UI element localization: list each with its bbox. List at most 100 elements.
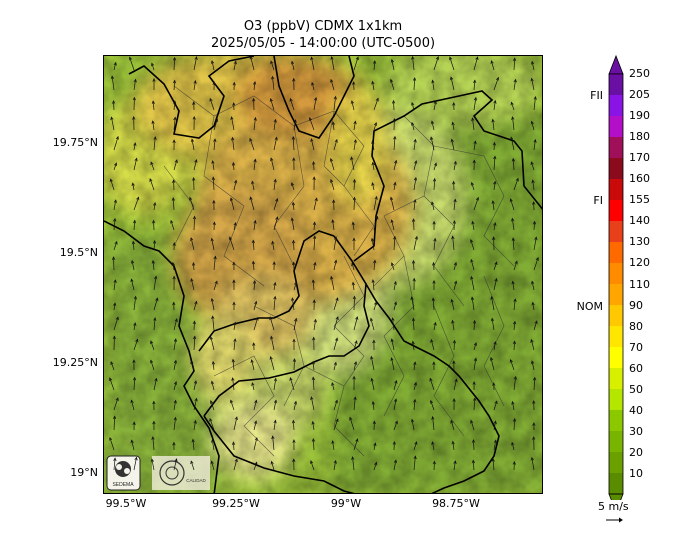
wind-vector [192,439,195,451]
wind-vector-head [133,78,137,83]
wind-vector [373,443,376,451]
wind-vector [432,298,435,311]
wind-vector-head [136,196,140,201]
wind-vector-head [290,182,295,186]
wind-vector-head [128,56,132,61]
wind-vector-head [535,256,539,261]
wind-vector-head [451,319,455,324]
colorbar-tick-label: 30 [629,424,643,438]
wind-vector [450,420,455,431]
wind-vector-head [515,177,519,182]
wind-vector [492,458,495,471]
wind-vector-head [173,381,178,385]
wind-vector-head [530,77,534,82]
colorbar-swatch [609,137,623,158]
wind-vector-head [233,321,237,326]
wind-vector [113,100,115,111]
wind-vector-head [333,95,337,100]
ozone-map: SEDEMA CALIDAD [103,55,543,494]
wind-vector [491,60,495,71]
colorbar-swatch [609,242,623,263]
wind-vector [393,136,396,151]
wind-vector [333,362,337,371]
colorbar-tick-label: 70 [629,340,643,354]
wind-vector-head [172,275,176,280]
wind-vector [153,202,156,211]
wind-vector [370,356,375,371]
wind-vector-head [411,121,415,126]
wind-vector-head [293,119,297,123]
wind-vector-head [413,361,417,366]
wind-vector-head [351,262,355,267]
wind-vector-head [232,301,236,306]
wind-vector-head [190,237,194,241]
wind-vector-head [133,322,137,326]
wind-vector-head [153,136,157,140]
wind-vector-head [431,297,435,302]
wind-vector [352,456,355,471]
wind-vector-head [433,162,437,167]
wind-vector [390,79,395,91]
wind-vector-head [289,97,293,102]
wind-vector-head [194,159,198,163]
wind-vector [273,400,277,411]
wind-vector-head [530,338,534,343]
colorbar-swatch [609,200,623,221]
colorbar-extend-max [608,54,624,75]
wind-vector-head [411,340,415,345]
wind-vector-head [172,139,176,143]
wind-vector-head [514,260,518,265]
colorbar-tick-label: 20 [629,445,643,459]
colorbar-tick-label: 90 [629,298,643,312]
wind-vector [473,56,478,71]
wind-vector-head [229,399,234,404]
wind-vector [391,262,395,271]
colorbar-swatch [609,389,623,410]
ozone-map-canvas: SEDEMA CALIDAD [104,56,542,493]
wind-vector-head [254,399,258,404]
wind-vector-head [232,261,236,266]
lat-tick-label: 19.25°N [52,356,98,369]
wind-vector-head [493,340,497,345]
wind-vector-head [509,358,513,363]
wind-vector [190,278,195,291]
wind-vector [152,436,155,451]
wind-vector [211,60,215,71]
wind-vector [153,298,158,311]
wind-vector-head [154,275,158,280]
wind-vector-head [114,240,118,245]
wind-vector [411,296,415,311]
wind-vector-head [449,76,454,81]
wind-vector-head [473,140,477,145]
wind-vector-head [292,439,296,443]
wind-vector-head [311,376,316,381]
wind-vector [453,460,456,471]
wind-vector-head [174,159,178,163]
wind-vector [352,282,355,291]
wind-vector [193,398,197,411]
wind-vector [413,260,415,271]
wind-vector [289,98,295,111]
wind-vector [150,360,155,371]
wind-reference-label: 5 m/s [598,500,629,513]
colorbar-tick-label: 180 [629,130,650,144]
wind-vector [173,458,177,471]
wind-vector-head [110,75,115,80]
wind-vector [531,281,535,291]
wind-vector-head [530,360,535,364]
wind-vector-head [109,436,113,441]
wind-vector [532,180,535,191]
wind-vector [251,359,255,371]
wind-vector-head [352,375,356,380]
wind-vector-head [253,158,257,163]
wind-vector-head [292,261,296,266]
wind-vector-head [331,440,335,444]
wind-vector [153,240,156,251]
wind-vector-head [513,298,517,302]
wind-vector [152,120,155,131]
wind-vector [210,336,215,351]
wind-vector [393,160,397,171]
wind-vector [350,157,355,171]
colorbar-swatch [609,95,623,116]
wind-vector-head [433,321,437,326]
